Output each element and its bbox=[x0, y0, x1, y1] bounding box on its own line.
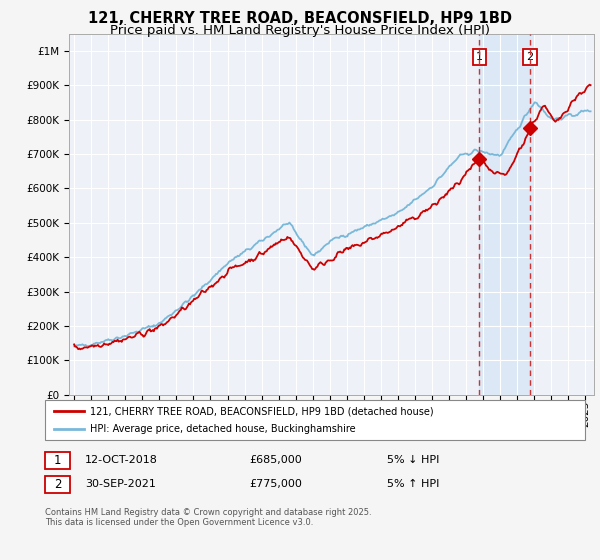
Text: Price paid vs. HM Land Registry's House Price Index (HPI): Price paid vs. HM Land Registry's House … bbox=[110, 24, 490, 36]
Text: 5% ↑ HPI: 5% ↑ HPI bbox=[387, 479, 439, 489]
Text: 1: 1 bbox=[54, 454, 61, 467]
Text: 1: 1 bbox=[476, 52, 483, 62]
Bar bbox=[479, 34, 533, 395]
Text: 121, CHERRY TREE ROAD, BEACONSFIELD, HP9 1BD (detached house): 121, CHERRY TREE ROAD, BEACONSFIELD, HP9… bbox=[90, 407, 434, 417]
Text: £685,000: £685,000 bbox=[249, 455, 302, 465]
Text: £775,000: £775,000 bbox=[249, 479, 302, 489]
Text: 12-OCT-2018: 12-OCT-2018 bbox=[85, 455, 158, 465]
Text: 2: 2 bbox=[527, 52, 533, 62]
Text: 30-SEP-2021: 30-SEP-2021 bbox=[85, 479, 156, 489]
Text: Contains HM Land Registry data © Crown copyright and database right 2025.
This d: Contains HM Land Registry data © Crown c… bbox=[45, 508, 371, 528]
Text: 121, CHERRY TREE ROAD, BEACONSFIELD, HP9 1BD: 121, CHERRY TREE ROAD, BEACONSFIELD, HP9… bbox=[88, 11, 512, 26]
Text: 5% ↓ HPI: 5% ↓ HPI bbox=[387, 455, 439, 465]
Text: 2: 2 bbox=[54, 478, 61, 491]
Text: HPI: Average price, detached house, Buckinghamshire: HPI: Average price, detached house, Buck… bbox=[90, 423, 356, 433]
